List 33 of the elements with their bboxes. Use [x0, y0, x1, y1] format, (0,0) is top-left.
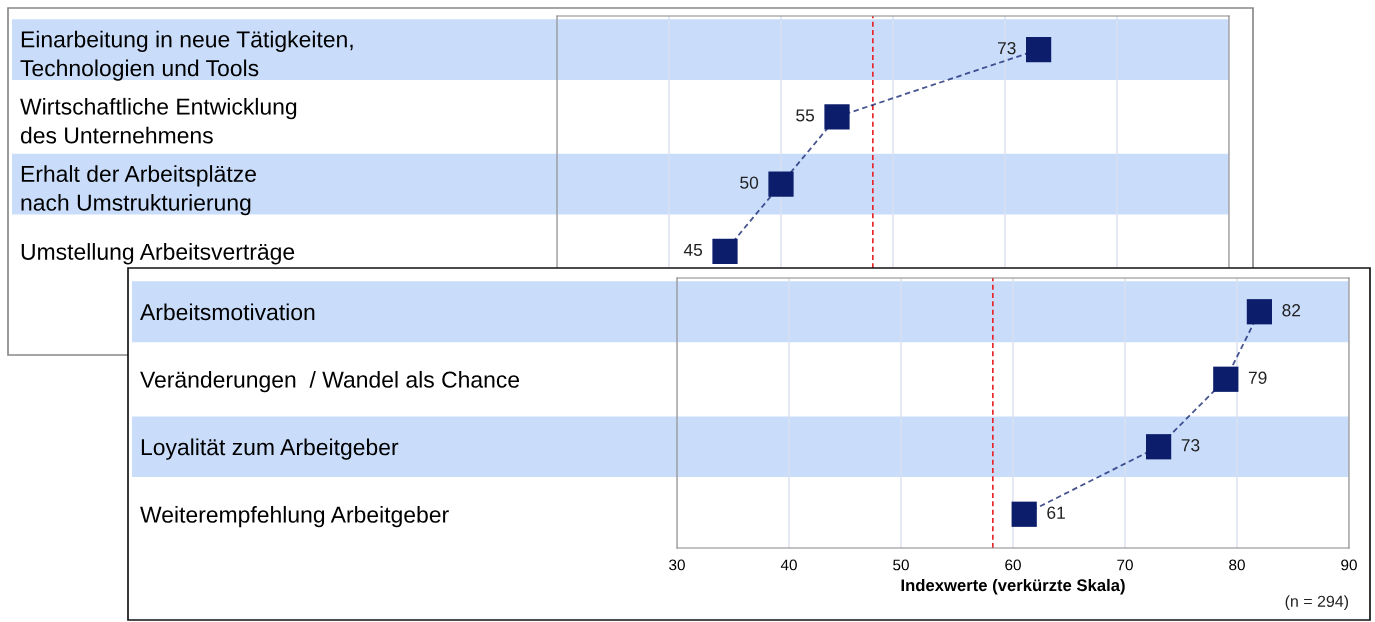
y-tick-label: Veränderungen / Wandel als Chance — [140, 370, 520, 393]
data-label: 73 — [1181, 439, 1200, 452]
text: (n = 294) — [1285, 595, 1349, 611]
point — [1025, 37, 1052, 63]
x-tick-label: 90 — [1341, 559, 1357, 571]
x-tick-label: 70 — [1117, 559, 1133, 571]
data-label: 79 — [1248, 371, 1267, 384]
point — [768, 171, 794, 197]
point — [1246, 299, 1273, 325]
x-tick-label: 40 — [780, 559, 797, 571]
data-label: 45 — [683, 243, 703, 257]
point — [1145, 434, 1172, 460]
point — [1213, 366, 1239, 392]
x-tick-label: 50 — [893, 559, 909, 571]
y-tick-label: Loyalität zum Arbeitgeber — [141, 438, 399, 460]
y-tick-label: Weiterempfehlung Arbeitgeber — [140, 505, 449, 528]
x-tick-label: 60 — [1005, 559, 1021, 571]
y-tick-label: Wirtschaftliche Entwicklung des Unternehmens — [20, 97, 297, 144]
data-label: 55 — [796, 109, 815, 122]
data-label: 50 — [740, 176, 759, 189]
y-tick-label: Umstellung Arbeitsverträge — [21, 243, 295, 265]
x-axis-title: Indexwerte (verkürzte Skala) — [901, 578, 1125, 595]
data-label: 73 — [997, 41, 1016, 55]
x-tick-label: 30 — [669, 559, 685, 571]
y-tick-label: Arbeitsmotivation — [140, 303, 315, 321]
y-tick-label: Erhalt der Arbeitsplätze nach Umstrukturierung — [21, 165, 256, 216]
data-label: 82 — [1282, 304, 1301, 317]
y-tick-label: Einarbeitung in neue Tätigkeiten, Technologien und Tools — [20, 30, 353, 81]
point — [1011, 501, 1037, 527]
point — [824, 104, 850, 130]
data-label: 61 — [1047, 506, 1065, 519]
x-tick-label: 80 — [1229, 559, 1245, 571]
point — [712, 238, 738, 264]
